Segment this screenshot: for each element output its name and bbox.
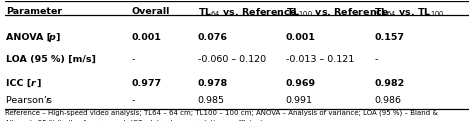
- Text: p: p: [48, 33, 55, 42]
- Text: TL$_{64}$ vs. Reference: TL$_{64}$ vs. Reference: [198, 7, 297, 19]
- Text: -0.013 – 0.121: -0.013 – 0.121: [286, 55, 354, 64]
- Text: 0.001: 0.001: [131, 33, 161, 42]
- Text: -: -: [131, 96, 135, 105]
- Text: 0.969: 0.969: [286, 79, 316, 88]
- Text: Parameter: Parameter: [6, 7, 62, 15]
- Text: -: -: [374, 55, 377, 64]
- Text: TL$_{100}$ vs. Reference: TL$_{100}$ vs. Reference: [286, 7, 389, 19]
- Text: 0.001: 0.001: [286, 33, 316, 42]
- Text: 0.076: 0.076: [198, 33, 228, 42]
- Text: ICC [: ICC [: [6, 79, 31, 88]
- Text: r: r: [30, 79, 35, 88]
- Text: 0.977: 0.977: [131, 79, 161, 88]
- Text: Overall: Overall: [131, 7, 170, 15]
- Text: 0.982: 0.982: [374, 79, 404, 88]
- Text: 0.986: 0.986: [374, 96, 401, 105]
- Text: Pearson’s: Pearson’s: [6, 96, 55, 105]
- Text: 0.991: 0.991: [286, 96, 313, 105]
- Text: Reference – High-speed video analysis; TL64 – 64 cm; TL100 – 100 cm; ANOVA – Ana: Reference – High-speed video analysis; T…: [5, 110, 438, 116]
- Text: 0.985: 0.985: [198, 96, 225, 105]
- Text: LOA (95 %) [m/s]: LOA (95 %) [m/s]: [6, 55, 96, 64]
- Text: ]: ]: [36, 79, 40, 88]
- Text: r: r: [46, 96, 49, 105]
- Text: ANOVA [: ANOVA [: [6, 33, 51, 42]
- Text: -: -: [131, 55, 135, 64]
- Text: 0.157: 0.157: [374, 33, 404, 42]
- Text: ]: ]: [55, 33, 60, 42]
- Text: -0.060 – 0.120: -0.060 – 0.120: [198, 55, 265, 64]
- Text: TL$_{64}$ vs. TL$_{100}$: TL$_{64}$ vs. TL$_{100}$: [374, 7, 444, 19]
- Text: Altman's 95 % limits of agreement; ICC – Intraclass correlation coefficient.: Altman's 95 % limits of agreement; ICC –…: [5, 120, 265, 121]
- Text: 0.978: 0.978: [198, 79, 228, 88]
